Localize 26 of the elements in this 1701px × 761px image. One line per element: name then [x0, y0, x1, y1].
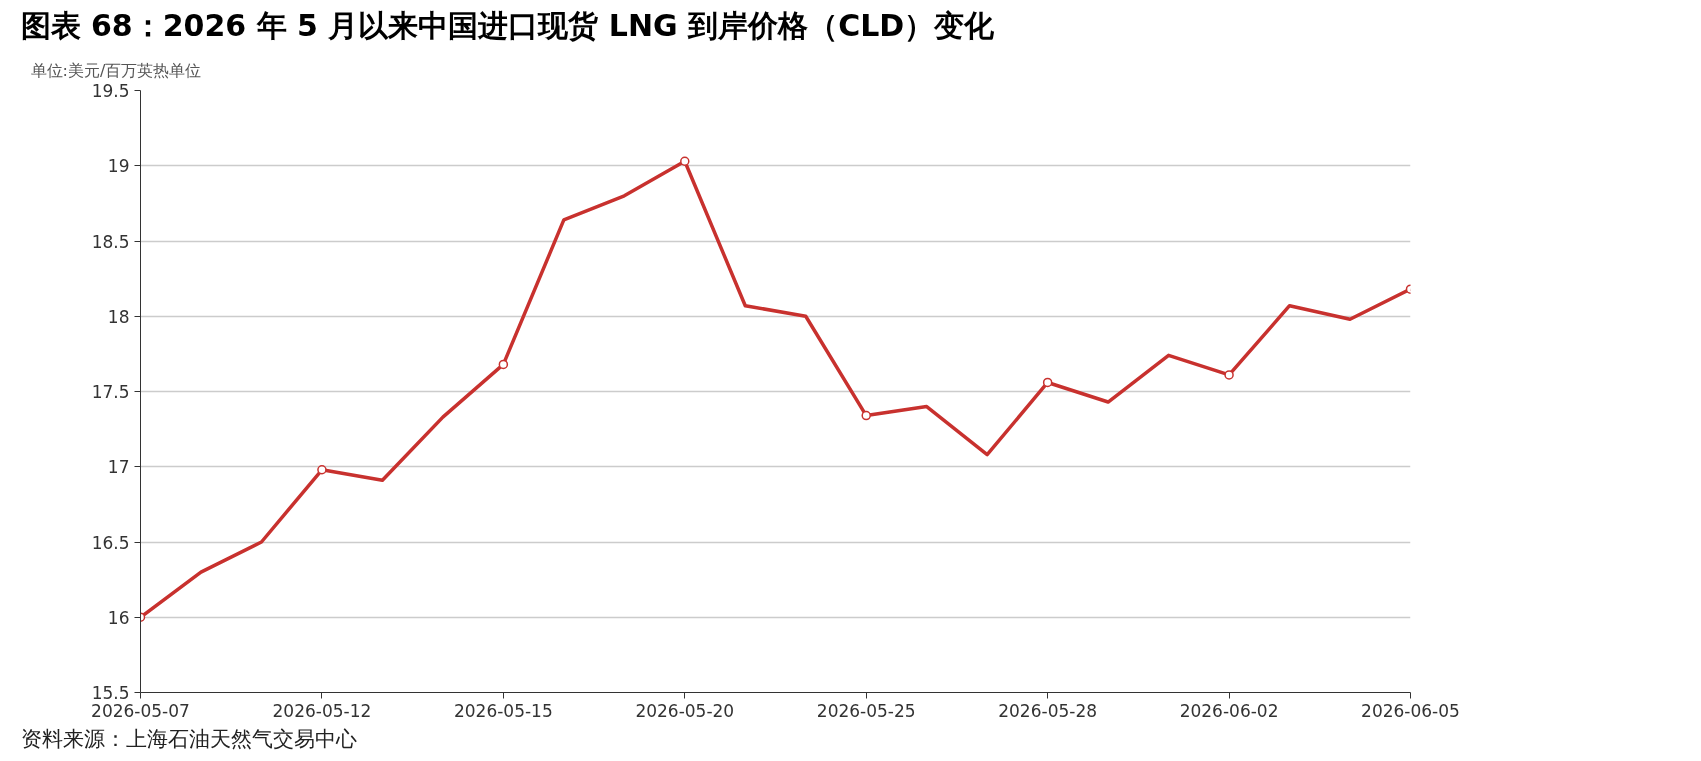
- x-tick-label: 2026-06-05: [1361, 700, 1460, 721]
- y-tick-label: 17: [107, 457, 130, 478]
- chart-title: 图表 68：2026 年 5 月以来中国进口现货 LNG 到岸价格（CLD）变化: [20, 7, 996, 43]
- y-tick-label: 19: [107, 156, 130, 177]
- y-tick-label: 16.5: [91, 532, 130, 553]
- y-tick-label: 18.5: [91, 231, 130, 252]
- x-tick-label: 2026-05-20: [635, 700, 735, 721]
- point: [317, 465, 327, 475]
- x-tick-label: 2026-05-25: [816, 700, 916, 721]
- y-tick-label: 19.5: [91, 81, 130, 101]
- y-tick-label: 17.5: [91, 382, 130, 402]
- point: [861, 410, 871, 421]
- y-tick-label: 16: [107, 607, 130, 628]
- x-tick-label: 2026-05-12: [272, 700, 372, 721]
- y-axis-title: 单位:美元/百万英热单位: [30, 60, 202, 80]
- point: [680, 156, 690, 166]
- y-tick-label: 18: [107, 306, 130, 327]
- x-tick-label: 2026-05-15: [453, 700, 553, 721]
- text: 资料来源：上海石油天然气交易中心: [20, 726, 357, 751]
- point: [1042, 377, 1053, 388]
- point: [498, 359, 509, 370]
- y-tick-label: 15.5: [91, 683, 130, 703]
- x-tick-label: 2026-06-02: [1179, 700, 1279, 721]
- point: [1224, 370, 1234, 380]
- x-tick-label: 2026-05-28: [998, 700, 1098, 721]
- x-tick-label: 2026-05-07: [91, 700, 190, 721]
